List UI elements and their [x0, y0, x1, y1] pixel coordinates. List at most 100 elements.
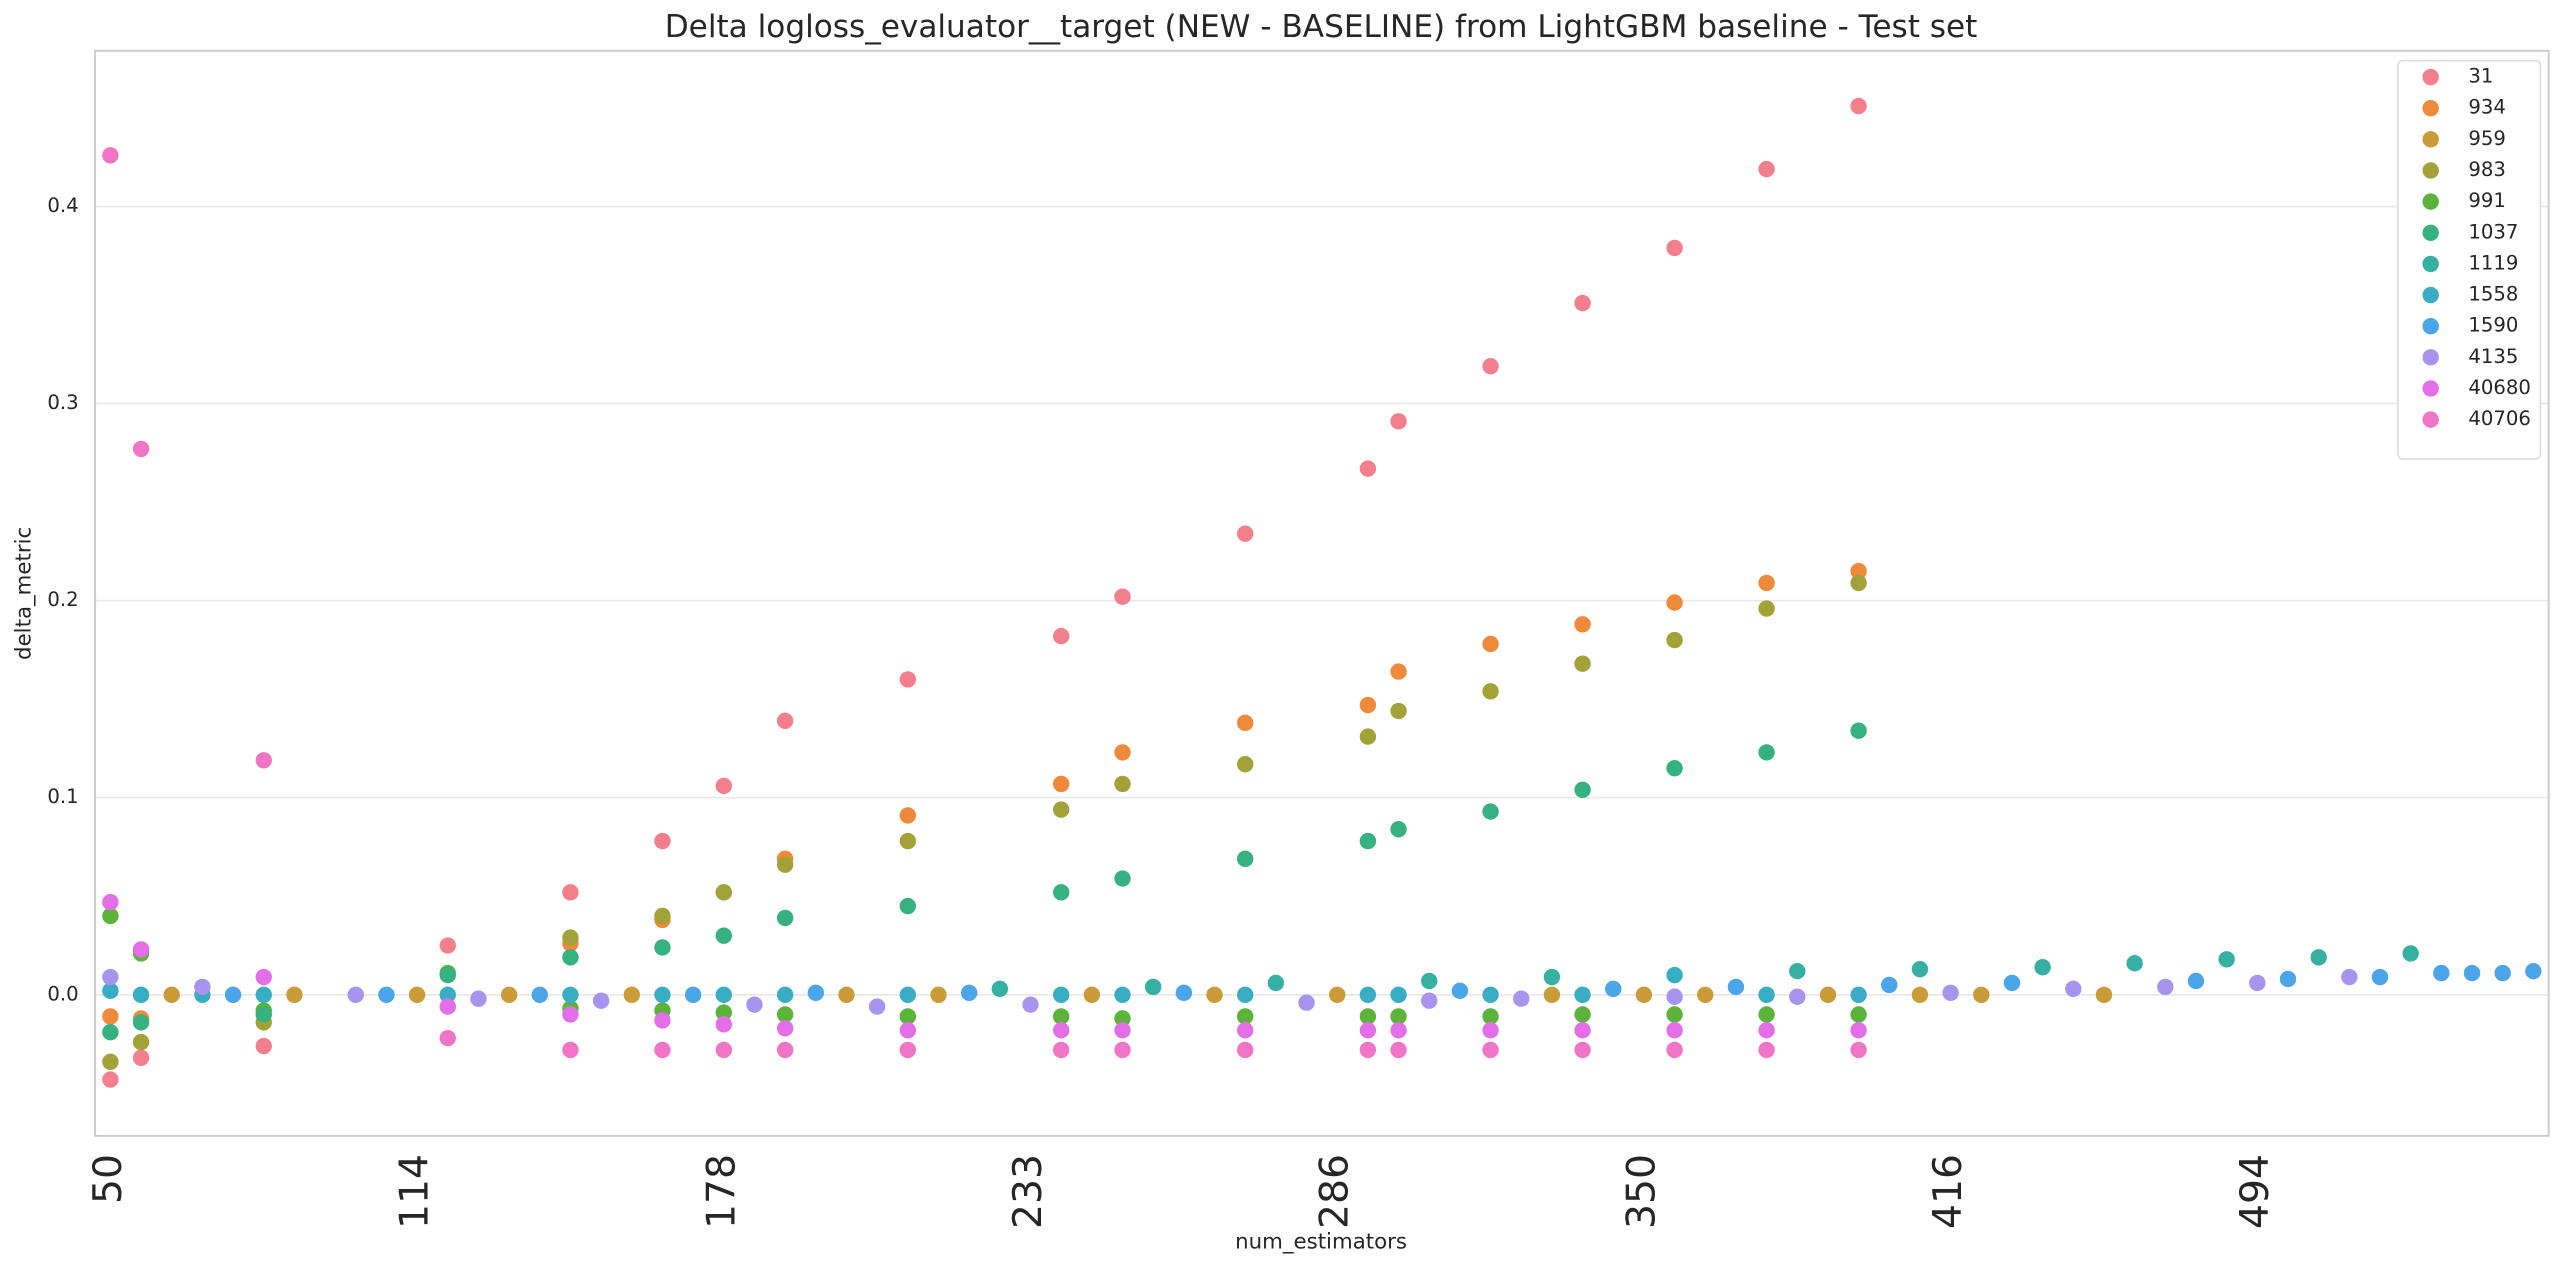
point [1359, 986, 1377, 1003]
point [1390, 1022, 1407, 1039]
point [1574, 1022, 1591, 1039]
point [1513, 990, 1530, 1007]
point [1635, 986, 1653, 1003]
point [132, 440, 150, 458]
point [1543, 986, 1561, 1003]
point [132, 1049, 150, 1067]
point [1390, 663, 1407, 680]
point [715, 1041, 733, 1059]
point [439, 986, 456, 1003]
point [1237, 1008, 1254, 1025]
legend: 31 934 959 983 991 1037 1119 1558 1590 4135 40680 4… [2397, 59, 2542, 460]
point [1237, 1022, 1254, 1039]
point [2525, 962, 2542, 980]
point [347, 986, 364, 1003]
point [1359, 1022, 1377, 1039]
point [1973, 986, 1990, 1003]
legend-label: 40680 [2468, 376, 2531, 399]
point [807, 984, 825, 1002]
point [1482, 986, 1499, 1003]
point [1850, 722, 1867, 739]
legend-marker [2422, 411, 2439, 428]
point [132, 1014, 150, 1031]
legend-marker [2422, 193, 2439, 210]
point [255, 752, 272, 769]
y-tick-label: 0.3 [47, 391, 78, 414]
legend-label: 959 [2468, 127, 2506, 150]
point [1850, 97, 1867, 115]
point [1114, 1041, 1131, 1059]
x-tick-label: 416 [1925, 1154, 1971, 1229]
point [654, 1012, 671, 1029]
legend-marker [2422, 318, 2439, 335]
point [746, 996, 763, 1013]
y-tick-label: 0.4 [47, 194, 78, 217]
x-tick-label: 350 [1618, 1154, 1664, 1229]
point [838, 986, 855, 1003]
point [776, 1041, 794, 1059]
point [776, 909, 794, 927]
point [776, 856, 794, 873]
legend-marker [2422, 286, 2439, 304]
point [1850, 986, 1867, 1003]
point [1421, 972, 1438, 990]
point [2187, 972, 2205, 990]
point [1574, 1006, 1591, 1023]
point [715, 986, 733, 1003]
point [1881, 976, 1898, 994]
point [654, 986, 671, 1003]
point [1911, 960, 1929, 978]
point [102, 982, 119, 1000]
point [102, 147, 119, 164]
point [715, 1016, 733, 1033]
point [2341, 968, 2358, 986]
point [1482, 803, 1499, 820]
point [1175, 984, 1193, 1002]
point [2249, 974, 2266, 992]
point [1574, 781, 1591, 799]
point [1574, 1041, 1591, 1059]
point [1451, 982, 1469, 1000]
point [899, 1041, 917, 1059]
point [2402, 945, 2419, 962]
legend-marker [2422, 224, 2439, 241]
point [1850, 1041, 1867, 1059]
point [2095, 986, 2113, 1003]
point [623, 986, 640, 1003]
point [1574, 986, 1591, 1003]
point [1789, 988, 1806, 1005]
point [960, 984, 978, 1002]
point [1666, 631, 1683, 649]
point [255, 968, 272, 986]
point [1237, 1041, 1254, 1059]
grid [95, 205, 2549, 996]
point [1482, 683, 1499, 700]
legend-label: 1119 [2468, 251, 2518, 274]
point [1666, 759, 1683, 777]
point [1022, 996, 1039, 1013]
point [2279, 970, 2297, 988]
point [1850, 562, 1867, 580]
y-tick-label: 0.2 [47, 588, 78, 611]
point [1819, 986, 1837, 1003]
legend-marker [2422, 255, 2439, 273]
point [1666, 239, 1683, 257]
point [562, 1006, 579, 1023]
point [439, 998, 456, 1015]
point [1298, 994, 1315, 1011]
point [1482, 357, 1499, 375]
legend-label: 1558 [2468, 283, 2518, 306]
point [1114, 986, 1131, 1003]
point [1758, 600, 1775, 617]
point [715, 777, 733, 795]
point [1237, 525, 1254, 542]
point [2433, 964, 2450, 982]
point [1421, 992, 1438, 1009]
point [102, 1008, 119, 1025]
point [1574, 616, 1591, 633]
point [654, 832, 671, 850]
point [1543, 968, 1561, 986]
point [2310, 949, 2327, 966]
point [1758, 574, 1775, 592]
